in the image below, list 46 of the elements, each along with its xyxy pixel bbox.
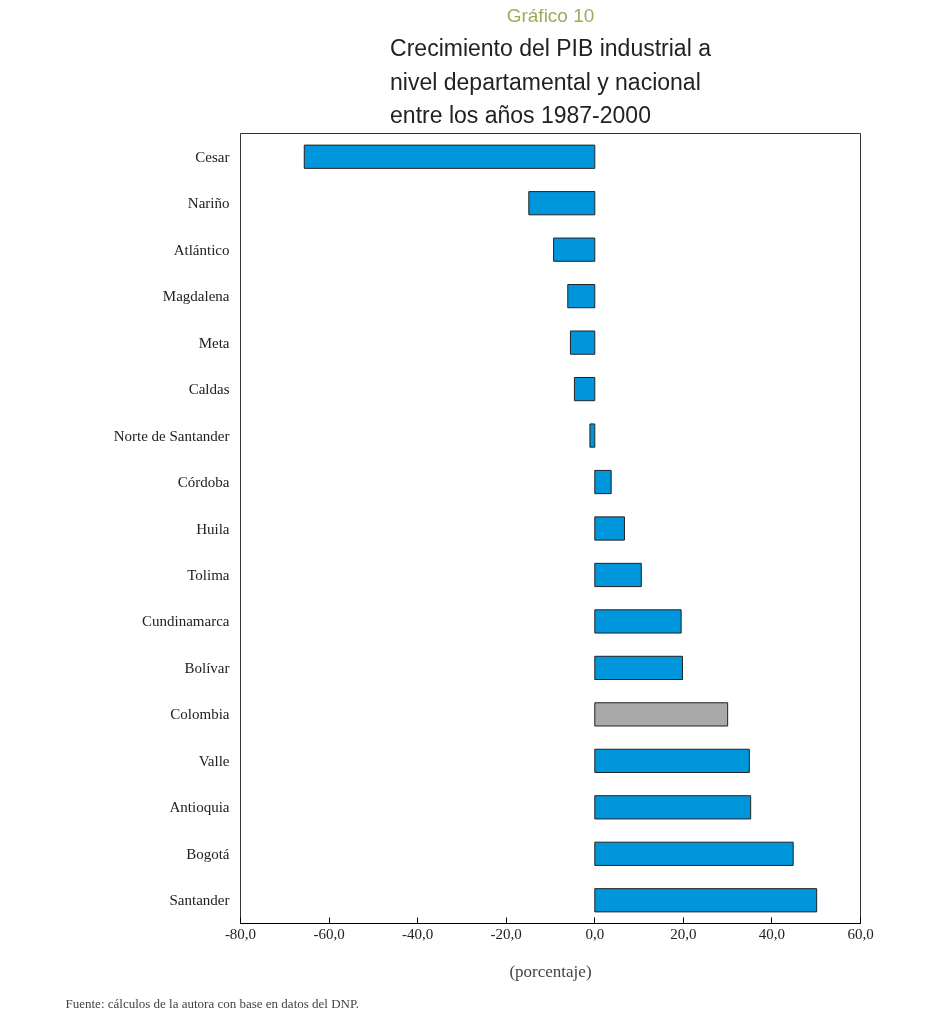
y-tick-label: Tolima xyxy=(187,566,230,583)
y-tick-label: Antioquia xyxy=(169,799,230,816)
chart-subtitle: Gráfico 10 xyxy=(506,4,595,26)
y-tick-label: Bolívar xyxy=(184,659,230,676)
x-tick-label: 0,0 xyxy=(585,925,605,942)
x-tick-label: -20,0 xyxy=(490,925,522,942)
y-tick-label: Bogotá xyxy=(186,845,230,862)
y-tick-label: Caldas xyxy=(188,381,230,398)
bar xyxy=(528,191,596,216)
bar xyxy=(594,469,612,495)
y-tick-label: Cesar xyxy=(195,148,230,165)
bar xyxy=(594,702,729,727)
bar xyxy=(589,423,596,448)
bar xyxy=(594,562,642,588)
x-tick-label: -80,0 xyxy=(224,925,257,942)
bar xyxy=(553,237,596,262)
x-tick-label: -40,0 xyxy=(402,925,434,942)
y-tick-label: Santander xyxy=(169,892,230,909)
y-tick-label: Atlántico xyxy=(173,241,230,258)
bar xyxy=(594,888,818,913)
source-note: Fuente: cálculos de la autora con base en datos del DNP. xyxy=(65,995,359,1011)
bar xyxy=(573,376,596,402)
bar xyxy=(594,516,625,541)
bar xyxy=(567,284,596,309)
y-tick-label: Colombia xyxy=(170,706,230,723)
y-tick-label: Norte de Santander xyxy=(113,427,230,444)
bar xyxy=(594,795,752,820)
y-tick-label: Valle xyxy=(198,752,230,769)
bar xyxy=(303,144,596,169)
bar xyxy=(594,841,794,866)
x-tick-label: -60,0 xyxy=(313,925,345,942)
x-axis-title: (porcentaje) xyxy=(509,961,592,981)
x-tick-label: 60,0 xyxy=(847,925,874,942)
y-tick-label: Magdalena xyxy=(162,288,230,305)
bar xyxy=(594,609,682,634)
bar xyxy=(569,330,596,355)
x-tick-label: 40,0 xyxy=(758,925,786,942)
y-tick-label: Meta xyxy=(198,334,230,351)
y-tick-label: Córdoba xyxy=(177,474,230,491)
chart-title: Crecimiento del PIB industrial a nivel departamental y nacional entre los años 1987-2000 xyxy=(390,34,712,129)
bar xyxy=(594,748,750,773)
bar xyxy=(594,655,683,681)
x-tick-label: 20,0 xyxy=(670,925,697,942)
y-tick-label: Nariño xyxy=(187,195,230,212)
y-tick-label: Cundinamarca xyxy=(142,613,230,630)
y-tick-label: Huila xyxy=(196,520,230,537)
